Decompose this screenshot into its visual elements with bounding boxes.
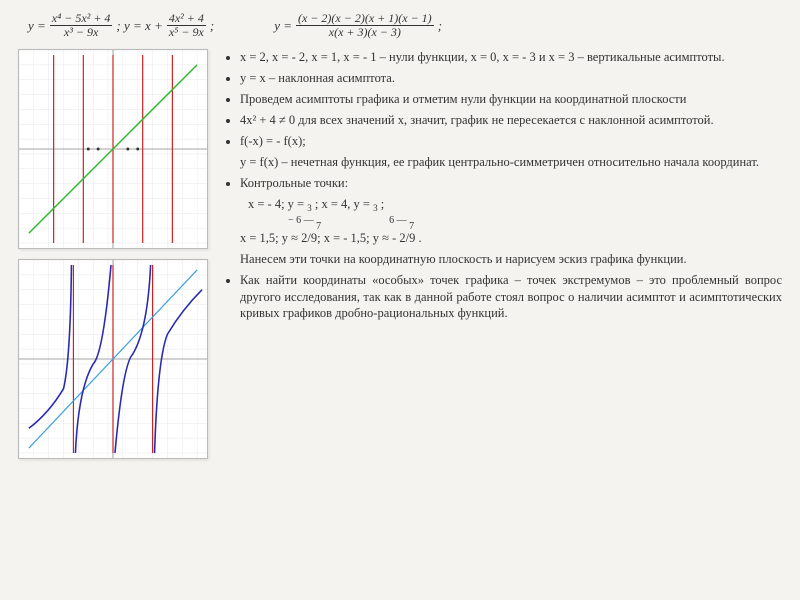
paragraph-1: Нанесем эти точки на координатную плоско… bbox=[240, 251, 782, 268]
control-points-row1b: − 6 — 7 6 — 7 bbox=[248, 214, 782, 228]
mini-frac-1: 3 bbox=[307, 204, 312, 213]
graph-2-svg bbox=[19, 260, 207, 458]
mini-frac-2: 3 bbox=[373, 204, 378, 213]
formula-2: y = (x − 2)(x − 2)(x + 1)(x − 1) x(x + 3… bbox=[274, 12, 442, 39]
f1-end: ; bbox=[210, 18, 214, 34]
formula-1: y = x⁴ − 5x² + 4 x³ − 9x ; y = x + 4x² +… bbox=[28, 12, 214, 39]
bullet-2: y = x – наклонная асимптота. bbox=[240, 70, 782, 87]
f1b-frac: 4x² + 4 x⁵ − 9x bbox=[167, 12, 206, 39]
bullet-8: Как найти координаты «особых» точек граф… bbox=[240, 272, 782, 323]
f2-frac: (x − 2)(x − 2)(x + 1)(x − 1) x(x + 3)(x … bbox=[296, 12, 434, 39]
control-points-row1: x = - 4; y = 3 ; x = 4, y = 3 ; bbox=[248, 196, 782, 213]
text-content: x = 2, x = - 2, x = 1, x = - 1 – нули фу… bbox=[222, 49, 782, 459]
graph-1 bbox=[18, 49, 208, 249]
f1-mid: ; y = x + bbox=[116, 18, 162, 34]
frac2-denom: 6 — 7 bbox=[389, 214, 414, 228]
pt1a: x = - 4; y = 3 ; x = 4, y = 3 ; bbox=[248, 196, 384, 213]
bullet-4: 4x² + 4 ≠ 0 для всех значений x, значит,… bbox=[240, 112, 782, 129]
bullet-5-line1: f(-x) = - f(x); bbox=[240, 134, 306, 148]
bullet-5: f(-x) = - f(x); bbox=[240, 133, 782, 150]
f2-end: ; bbox=[438, 18, 442, 34]
bullet-1: x = 2, x = - 2, x = 1, x = - 1 – нули фу… bbox=[240, 49, 782, 66]
f1-lhs: y = bbox=[28, 18, 46, 34]
bullet-3: Проведем асимптоты графика и отметим нул… bbox=[240, 91, 782, 108]
graphs-column bbox=[18, 49, 208, 459]
main-area: x = 2, x = - 2, x = 1, x = - 1 – нули фу… bbox=[18, 49, 782, 459]
graph-2 bbox=[18, 259, 208, 459]
frac1-denom: − 6 — 7 bbox=[288, 214, 321, 228]
control-points-row2: x = 1,5; y ≈ 2/9; x = - 1,5; y ≈ - 2/9 . bbox=[240, 230, 782, 247]
formula-row: y = x⁴ − 5x² + 4 x³ − 9x ; y = x + 4x² +… bbox=[28, 12, 782, 39]
graph-1-svg bbox=[19, 50, 207, 248]
f2-lhs: y = bbox=[274, 18, 292, 34]
bullet-6: Контрольные точки: bbox=[240, 175, 782, 192]
f1-frac: x⁴ − 5x² + 4 x³ − 9x bbox=[50, 12, 113, 39]
bullet-5-sub: y = f(x) – нечетная функция, ее график ц… bbox=[240, 154, 782, 171]
